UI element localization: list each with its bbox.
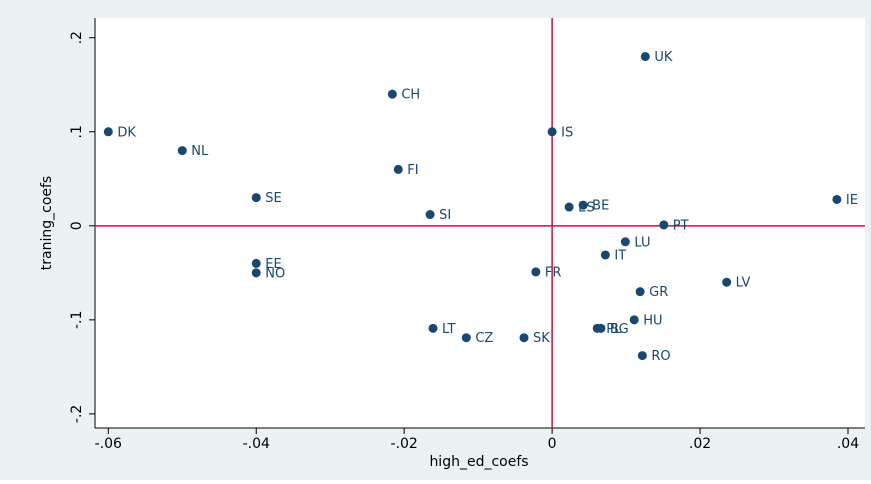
point-label: GR: [649, 285, 668, 300]
point: [251, 258, 261, 268]
point: [640, 52, 650, 62]
x-tick-label: .04: [837, 436, 859, 452]
point: [832, 194, 842, 204]
point-label: LV: [736, 276, 751, 291]
point: [620, 237, 630, 247]
point: [578, 200, 588, 210]
point: [659, 220, 669, 230]
point: [547, 127, 557, 137]
point: [564, 202, 574, 212]
point-label: BE: [592, 199, 609, 214]
point: [387, 89, 397, 99]
y-tick-label: 0: [69, 221, 85, 230]
point: [251, 193, 261, 203]
point-label: SI: [439, 208, 451, 223]
x-axis-title: high_ed_coefs: [429, 454, 528, 470]
x-tick-label: -.04: [243, 436, 270, 452]
point-label: FI: [407, 163, 418, 178]
point-label: SE: [265, 191, 281, 206]
point-label: CH: [401, 88, 420, 103]
point: [103, 127, 113, 137]
point: [461, 333, 471, 343]
point: [428, 323, 438, 333]
point-label: UK: [654, 50, 673, 65]
point: [177, 146, 187, 156]
point: [393, 164, 403, 174]
point: [251, 268, 261, 278]
point: [596, 323, 606, 333]
point-label: RO: [651, 349, 670, 364]
x-tick-label: 0: [548, 436, 557, 452]
point-label: LU: [634, 235, 650, 250]
point: [425, 210, 435, 220]
x-tick-label: -.06: [95, 436, 122, 452]
point-label: SK: [533, 331, 550, 346]
y-axis-title: traning_coefs: [39, 176, 55, 270]
point-label: PL: [606, 322, 622, 337]
point: [519, 333, 529, 343]
point: [635, 287, 645, 297]
point: [629, 315, 639, 325]
point-label: DK: [117, 125, 136, 140]
plot-region: [95, 18, 865, 428]
point-label: CZ: [475, 331, 493, 346]
y-tick-label: -.1: [69, 311, 85, 329]
point-label: NL: [191, 144, 209, 159]
point-label: EE: [265, 257, 281, 272]
point-label: BG: [610, 322, 629, 337]
point-label: PT: [673, 218, 689, 233]
point-label: LT: [442, 322, 455, 337]
point-label: NO: [265, 266, 285, 281]
point: [722, 277, 732, 287]
x-tick-label: .02: [689, 436, 711, 452]
point-label: HU: [643, 313, 662, 328]
y-tick-label: .2: [69, 31, 85, 44]
point: [600, 250, 610, 260]
point-label: FR: [545, 265, 562, 280]
x-tick-label: -.02: [391, 436, 418, 452]
y-tick-label: .1: [69, 125, 85, 138]
point: [637, 351, 647, 361]
y-tick-label: -.2: [69, 405, 85, 423]
point: [531, 267, 541, 277]
point-label: IE: [846, 193, 858, 208]
point-label: IS: [561, 125, 573, 140]
point-label: IT: [614, 248, 626, 263]
